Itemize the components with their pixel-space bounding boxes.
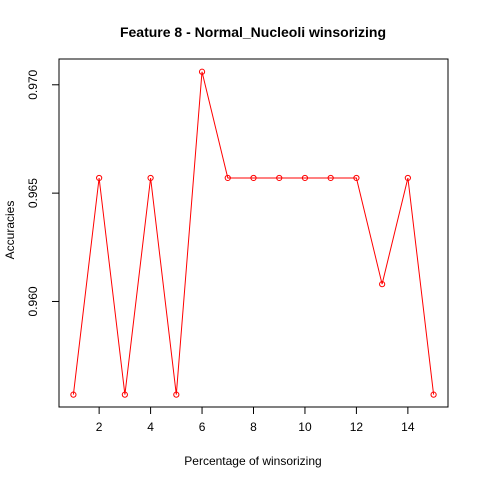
x-tick-label: 6 (199, 420, 206, 434)
data-point (224, 174, 231, 182)
chart-title: Feature 8 - Normal_Nucleoli winsorizing (120, 24, 386, 40)
y-tick-label: 0.970 (26, 69, 40, 99)
data-point (173, 391, 180, 398)
x-axis-label: Percentage of winsorizing (184, 454, 321, 468)
x-tick-label: 10 (298, 420, 312, 434)
data-point (353, 174, 360, 182)
data-point (404, 174, 411, 182)
y-axis-label: Accuracies (3, 201, 17, 260)
data-point (96, 174, 103, 182)
data-point (250, 174, 257, 182)
x-tick-label: 4 (147, 420, 154, 434)
y-tick-label: 0.960 (26, 286, 40, 316)
data-point (70, 391, 77, 398)
data-point (147, 174, 154, 182)
x-tick-label: 12 (350, 420, 364, 434)
data-point (327, 174, 334, 182)
data-point (379, 281, 386, 288)
series-line (72, 71, 435, 395)
data-point (121, 391, 128, 398)
x-tick-label: 2 (96, 420, 103, 434)
plot-frame (58, 58, 449, 408)
series-layer (70, 68, 437, 398)
y-tick-label: 0.965 (26, 178, 40, 208)
data-point (198, 68, 206, 75)
data-point (301, 174, 309, 182)
x-tick-label: 14 (401, 420, 415, 434)
y-axis: 0.960 0.965 0.970 (26, 69, 60, 316)
x-axis: 2 4 6 8 10 12 14 (96, 406, 415, 434)
data-point (430, 391, 437, 398)
x-tick-label: 8 (250, 420, 257, 434)
data-point (276, 174, 283, 182)
